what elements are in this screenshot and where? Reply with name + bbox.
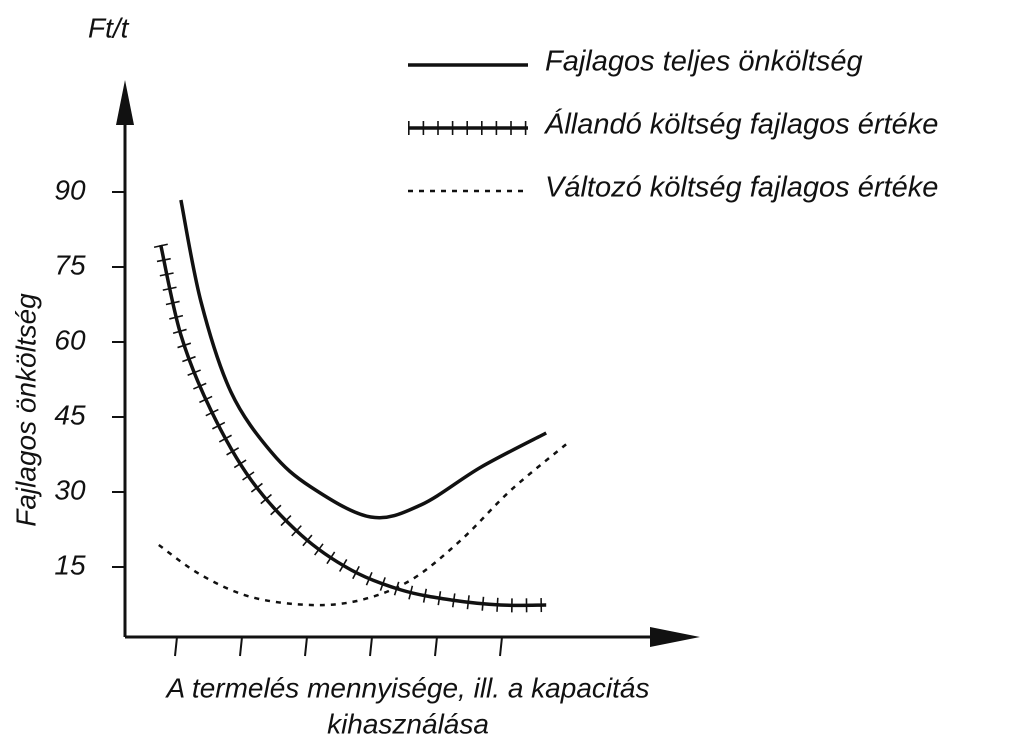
x-axis-label: A termelés mennyisége, ill. a kapacitás <box>165 672 650 703</box>
legend-label: Fajlagos teljes önköltség <box>545 46 863 78</box>
legend-label: Változó költség fajlagos értéke <box>545 172 938 204</box>
y-tick-label: 75 <box>54 249 86 280</box>
legend-label: Állandó költség fajlagos értéke <box>543 108 938 141</box>
series-line <box>159 244 547 608</box>
y-tick-label: 60 <box>54 324 86 355</box>
series-line <box>158 441 570 607</box>
x-arrow <box>650 627 700 647</box>
y-tick-label: 90 <box>54 174 86 205</box>
x-tick <box>369 636 373 657</box>
y-axis-label: Fajlagos önköltség <box>10 293 41 527</box>
y-unit: Ft/t <box>88 12 130 43</box>
series-line <box>179 199 548 520</box>
x-tick <box>499 636 503 657</box>
x-tick <box>174 636 178 657</box>
x-tick <box>239 636 243 657</box>
y-tick-label: 30 <box>54 474 86 505</box>
y-arrow <box>116 80 134 125</box>
x-tick <box>434 636 438 657</box>
x-tick <box>304 636 308 657</box>
y-tick-label: 15 <box>54 549 86 580</box>
x-axis-label: kihasználása <box>327 708 489 739</box>
y-tick-label: 45 <box>54 399 86 430</box>
series-hatch <box>153 243 547 613</box>
